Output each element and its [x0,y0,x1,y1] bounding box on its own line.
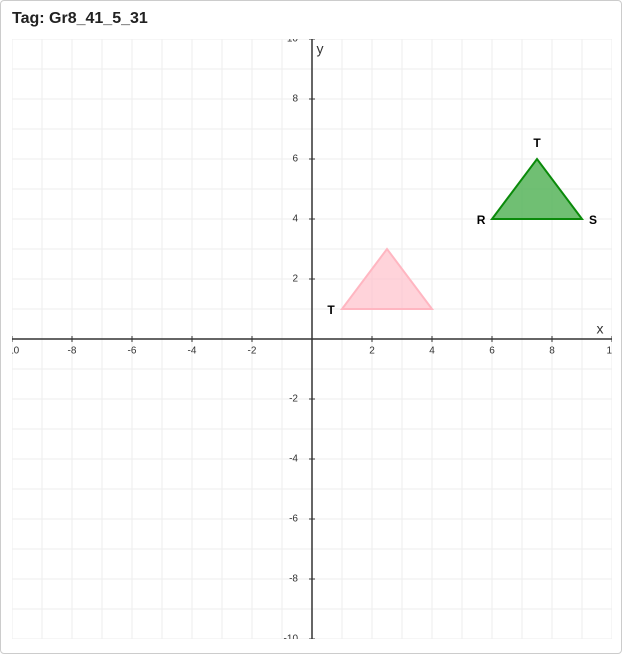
vertex-label: T [327,303,335,317]
x-tick-label: 8 [549,346,555,357]
x-tick-label: -8 [68,346,77,357]
x-tick-label: 6 [489,346,495,357]
y-tick-label: -6 [289,514,298,525]
x-tick-label: 4 [429,346,435,357]
x-tick-label: -4 [188,346,197,357]
vertex-label: R [477,213,486,227]
y-axis-label: y [317,41,324,57]
y-tick-label: -8 [289,574,298,585]
x-tick-label: -6 [128,346,137,357]
y-tick-label: -10 [284,634,299,645]
y-tick-label: 8 [292,94,298,105]
y-tick-label: -2 [289,394,298,405]
y-tick-label: -4 [289,454,298,465]
y-tick-label: 6 [292,154,298,165]
vertex-label: S [589,213,597,227]
x-tick-label: -10 [5,346,20,357]
triangle [490,157,584,220]
y-tick-label: 4 [292,214,298,225]
y-tick-label: 10 [287,34,299,45]
x-tick-label: -2 [248,346,257,357]
x-axis-label: x [597,321,604,337]
x-tick-label: 2 [369,346,375,357]
title: Tag: Gr8_41_5_31 [12,10,148,27]
vertex-label: T [533,136,541,150]
y-tick-label: 2 [292,274,298,285]
x-tick-label: 10 [606,346,618,357]
triangle [340,247,434,310]
